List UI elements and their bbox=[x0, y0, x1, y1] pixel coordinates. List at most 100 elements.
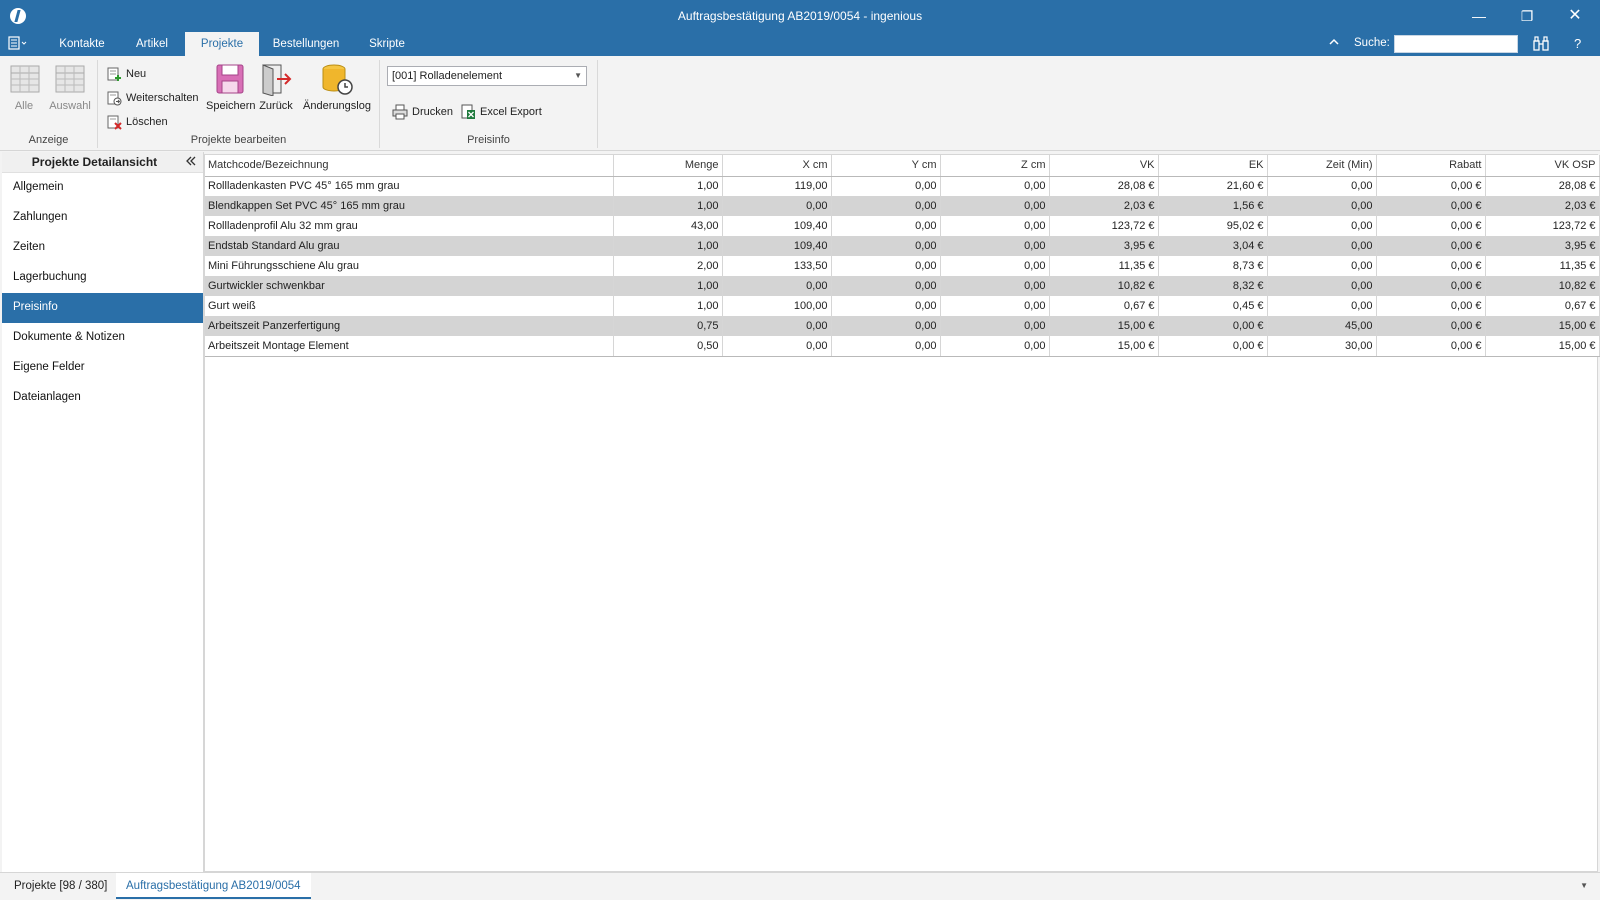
table-cell[interactable]: 100,00 bbox=[722, 296, 832, 316]
close-button[interactable]: ✕ bbox=[1568, 7, 1582, 24]
table-cell[interactable]: 0,67 € bbox=[1049, 296, 1159, 316]
table-row[interactable]: Rollladenprofil Alu 32 mm grau 43,00 109,4… bbox=[205, 216, 1600, 236]
table-cell[interactable]: 11,35 € bbox=[1485, 256, 1600, 276]
column-header-ek[interactable]: EK bbox=[1158, 155, 1268, 177]
table-cell[interactable]: 43,00 bbox=[613, 216, 723, 236]
alle-button[interactable]: Alle bbox=[8, 62, 40, 112]
auswahl-button[interactable]: Auswahl bbox=[48, 62, 92, 112]
table-cell[interactable]: Gurt weiß bbox=[205, 296, 614, 316]
column-header-zeit[interactable]: Zeit (Min) bbox=[1267, 155, 1377, 177]
column-header-menge[interactable]: Menge bbox=[613, 155, 723, 177]
column-header-y-cm[interactable]: Y cm bbox=[831, 155, 941, 177]
weiterschalten-button[interactable]: Weiterschalten bbox=[106, 88, 199, 108]
table-cell[interactable]: 119,00 bbox=[722, 176, 832, 196]
table-cell[interactable]: 45,00 bbox=[1267, 316, 1377, 336]
table-cell[interactable]: 0,45 € bbox=[1158, 296, 1268, 316]
tab-artikel[interactable]: Artikel bbox=[136, 38, 168, 50]
table-cell[interactable]: 123,72 € bbox=[1485, 216, 1600, 236]
table-cell[interactable]: 0,00 bbox=[831, 316, 941, 336]
table-cell[interactable]: 0,00 € bbox=[1376, 216, 1486, 236]
nav-item-zahlungen[interactable]: Zahlungen bbox=[13, 211, 68, 223]
table-cell[interactable]: 0,00 bbox=[940, 316, 1050, 336]
nav-item-dokumente-notizen[interactable]: Dokumente & Notizen bbox=[13, 331, 125, 343]
help-button[interactable]: ? bbox=[1574, 36, 1582, 51]
table-cell[interactable]: 0,00 € bbox=[1376, 236, 1486, 256]
table-cell[interactable]: 8,73 € bbox=[1158, 256, 1268, 276]
table-cell[interactable]: 0,00 bbox=[722, 276, 832, 296]
table-row[interactable]: Blendkappen Set PVC 45° 165 mm grau 1,00 0… bbox=[205, 196, 1600, 216]
tab-bestellungen[interactable]: Bestellungen bbox=[272, 38, 340, 50]
table-row[interactable]: Gurt weiß 1,00 100,00 0,00 0,00 0,67 €0,45 €0… bbox=[205, 296, 1600, 316]
tab-projekte[interactable]: Projekte bbox=[185, 32, 259, 56]
nav-item-preisinfo[interactable]: Preisinfo bbox=[2, 293, 203, 323]
nav-item-zeiten[interactable]: Zeiten bbox=[13, 241, 45, 253]
table-cell[interactable]: 2,03 € bbox=[1049, 196, 1159, 216]
table-cell[interactable]: 0,00 € bbox=[1376, 196, 1486, 216]
table-row[interactable]: Gurtwickler schwenkbar 1,00 0,00 0,00 0,00 10… bbox=[205, 276, 1600, 296]
drucken-button[interactable]: Drucken bbox=[392, 102, 453, 122]
table-cell[interactable]: 0,00 bbox=[940, 236, 1050, 256]
table-cell[interactable]: 0,00 € bbox=[1376, 176, 1486, 196]
table-cell[interactable]: 0,00 bbox=[940, 176, 1050, 196]
table-cell[interactable]: 0,00 bbox=[1267, 276, 1377, 296]
table-cell[interactable]: 0,00 € bbox=[1376, 276, 1486, 296]
table-cell[interactable]: 0,00 bbox=[1267, 256, 1377, 276]
table-cell[interactable]: 21,60 € bbox=[1158, 176, 1268, 196]
table-cell[interactable]: Arbeitszeit Panzerfertigung bbox=[205, 316, 614, 336]
table-cell[interactable]: 0,00 bbox=[722, 196, 832, 216]
table-cell[interactable]: 109,40 bbox=[722, 236, 832, 256]
table-cell[interactable]: 0,00 € bbox=[1158, 316, 1268, 336]
doc-tab-auftragsbestaetigung[interactable]: Auftragsbestätigung AB2019/0054 bbox=[116, 873, 311, 899]
table-row[interactable]: Arbeitszeit Montage Element 0,50 0,00 0,00 0… bbox=[205, 336, 1600, 357]
table-cell[interactable]: 2,00 bbox=[613, 256, 723, 276]
table-cell[interactable]: 0,00 € bbox=[1376, 316, 1486, 336]
column-header-matchcode[interactable]: Matchcode/Bezeichnung bbox=[205, 155, 614, 177]
tab-kontakte[interactable]: Kontakte bbox=[59, 38, 105, 50]
table-cell[interactable]: 15,00 € bbox=[1485, 316, 1600, 336]
table-cell[interactable]: 0,00 bbox=[831, 216, 941, 236]
column-header-x-cm[interactable]: X cm bbox=[722, 155, 832, 177]
preisinfo-select[interactable]: [001] Rolladenelement ▼ bbox=[387, 66, 587, 86]
table-cell[interactable]: 15,00 € bbox=[1049, 336, 1159, 357]
table-cell[interactable]: 0,00 bbox=[940, 296, 1050, 316]
table-cell[interactable]: 3,95 € bbox=[1049, 236, 1159, 256]
nav-item-eigene-felder[interactable]: Eigene Felder bbox=[13, 361, 85, 373]
excel-export-button[interactable]: Excel Export bbox=[460, 102, 542, 122]
collapse-ribbon-icon[interactable] bbox=[1328, 36, 1340, 50]
table-cell[interactable]: 0,00 bbox=[1267, 296, 1377, 316]
table-cell[interactable]: Endstab Standard Alu grau bbox=[205, 236, 614, 256]
table-cell[interactable]: 0,00 bbox=[940, 276, 1050, 296]
table-cell[interactable]: Blendkappen Set PVC 45° 165 mm grau bbox=[205, 196, 614, 216]
table-cell[interactable]: 0,00 € bbox=[1376, 336, 1486, 357]
table-cell[interactable]: 109,40 bbox=[722, 216, 832, 236]
app-logo-icon[interactable] bbox=[10, 8, 26, 24]
table-cell[interactable]: 1,56 € bbox=[1158, 196, 1268, 216]
table-cell[interactable]: 15,00 € bbox=[1049, 316, 1159, 336]
nav-item-lagerbuchung[interactable]: Lagerbuchung bbox=[13, 271, 87, 283]
column-header-vk[interactable]: VK bbox=[1049, 155, 1159, 177]
table-cell[interactable]: 0,75 bbox=[613, 316, 723, 336]
table-cell[interactable]: 0,00 bbox=[1267, 216, 1377, 236]
minimize-button[interactable]: — bbox=[1472, 8, 1486, 24]
table-cell[interactable]: 0,00 € bbox=[1376, 296, 1486, 316]
table-cell[interactable]: 1,00 bbox=[613, 196, 723, 216]
table-cell[interactable]: 10,82 € bbox=[1485, 276, 1600, 296]
table-cell[interactable]: 1,00 bbox=[613, 176, 723, 196]
table-cell[interactable]: 0,67 € bbox=[1485, 296, 1600, 316]
table-cell[interactable]: 0,50 bbox=[613, 336, 723, 357]
table-cell[interactable]: 0,00 bbox=[940, 336, 1050, 357]
tab-list-dropdown-icon[interactable]: ▼ bbox=[1580, 881, 1588, 890]
table-cell[interactable]: 28,08 € bbox=[1049, 176, 1159, 196]
table-cell[interactable]: 30,00 bbox=[1267, 336, 1377, 357]
table-cell[interactable]: 0,00 bbox=[831, 196, 941, 216]
table-cell[interactable]: Rollladenprofil Alu 32 mm grau bbox=[205, 216, 614, 236]
table-cell[interactable]: 0,00 bbox=[831, 176, 941, 196]
nav-item-dateianlagen[interactable]: Dateianlagen bbox=[13, 391, 81, 403]
table-cell[interactable]: 0,00 bbox=[831, 336, 941, 357]
table-cell[interactable]: 2,03 € bbox=[1485, 196, 1600, 216]
table-cell[interactable]: 1,00 bbox=[613, 276, 723, 296]
application-menu-icon[interactable] bbox=[8, 36, 34, 52]
table-cell[interactable]: 0,00 bbox=[831, 296, 941, 316]
column-header-z-cm[interactable]: Z cm bbox=[940, 155, 1050, 177]
table-cell[interactable]: 133,50 bbox=[722, 256, 832, 276]
